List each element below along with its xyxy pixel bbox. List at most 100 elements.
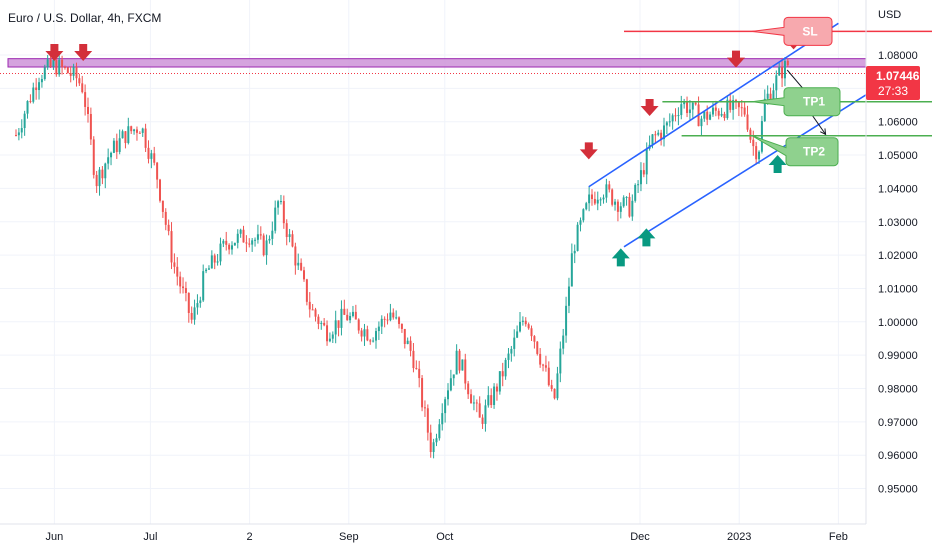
candle-body <box>726 99 729 119</box>
y-tick-label: 0.97000 <box>878 417 918 429</box>
candle-body <box>130 126 133 132</box>
candle-body <box>582 209 585 221</box>
candle-body <box>409 340 412 351</box>
y-tick-label: 0.95000 <box>878 484 918 496</box>
candle-body <box>631 200 634 217</box>
sell-arrow-icon <box>45 44 64 62</box>
candle-body <box>331 334 334 339</box>
candle-body <box>740 107 743 109</box>
candle-body <box>605 184 608 198</box>
callout-box <box>751 87 841 117</box>
candle-body <box>38 82 41 91</box>
candle-body <box>766 93 769 99</box>
candle-body <box>141 128 144 133</box>
candle-body <box>225 240 228 245</box>
candle-body <box>778 67 781 76</box>
candle-body <box>700 118 703 127</box>
x-tick-label: Oct <box>436 531 453 543</box>
candle-body <box>251 240 254 245</box>
candle-body <box>20 128 23 133</box>
candle-body <box>84 92 87 107</box>
candle-body <box>654 134 657 136</box>
x-tick-label: 2023 <box>727 531 751 543</box>
candle-body <box>279 201 282 203</box>
candle-body <box>622 197 625 207</box>
candle-body <box>717 110 720 116</box>
currency-label: USD <box>878 9 901 21</box>
candle-body <box>360 330 363 337</box>
candle-body <box>441 413 444 425</box>
sell-arrow-icon <box>640 99 659 117</box>
candle-body <box>680 104 683 116</box>
candle-body <box>61 59 64 67</box>
candle-body <box>133 129 136 132</box>
candle-body <box>596 199 599 204</box>
candle-body <box>98 169 101 187</box>
candle-body <box>663 125 665 140</box>
candle-body <box>723 113 726 119</box>
projection-arrow-head <box>820 128 827 136</box>
candle-body <box>207 268 210 270</box>
candle-body <box>190 312 193 320</box>
candle-body <box>536 341 539 354</box>
candle-body <box>737 101 740 108</box>
candle-body <box>219 243 222 262</box>
candle-body <box>752 139 755 147</box>
candle-body <box>242 229 245 243</box>
trade-labels: SL TP1 TP2 <box>751 16 841 167</box>
candle-body <box>112 140 115 153</box>
candle-body <box>625 196 628 198</box>
channel-lower-line <box>623 71 903 248</box>
candle-body <box>320 322 323 324</box>
candle-body <box>193 307 196 320</box>
candle-body <box>386 319 389 321</box>
candle-body <box>314 309 317 317</box>
candle-body <box>498 371 501 392</box>
candle-body <box>196 303 199 308</box>
candle-body <box>749 129 752 140</box>
candle-body <box>357 319 360 331</box>
candle-body <box>524 320 527 325</box>
y-tick-label: 1.04000 <box>878 183 918 195</box>
y-tick-label: 1.02000 <box>878 250 918 262</box>
candle-body <box>775 75 778 91</box>
y-tick-label: 0.96000 <box>878 450 918 462</box>
candle-body <box>179 276 182 287</box>
current-price-value: 1.07446 <box>876 69 920 83</box>
candle-body <box>305 279 308 302</box>
candle-body <box>101 169 104 179</box>
y-tick-label: 0.99000 <box>878 350 918 362</box>
candle-body <box>239 229 242 234</box>
candle-body <box>256 234 259 240</box>
candle-body <box>570 253 573 287</box>
candle-body <box>138 132 141 134</box>
x-tick-label: Jun <box>46 531 64 543</box>
candle-body <box>461 359 464 371</box>
candle-body <box>46 59 49 68</box>
time-axis[interactable]: JunJul2SepOctDec2023FebApr <box>46 531 932 543</box>
candle-body <box>608 184 611 190</box>
candle-body <box>395 317 398 319</box>
candle-body <box>769 93 772 101</box>
candle-body <box>118 138 121 152</box>
candle-body <box>87 106 89 114</box>
candle-body <box>380 318 383 327</box>
candle-body <box>490 395 493 406</box>
candle-body <box>323 322 326 326</box>
x-tick-label: Sep <box>339 531 359 543</box>
candle-body <box>550 385 553 389</box>
candle-body <box>294 246 297 266</box>
candle-body <box>17 132 20 136</box>
candle-body <box>372 340 375 342</box>
candle-body <box>544 365 547 368</box>
candle-body <box>366 329 369 341</box>
candle-body <box>495 386 498 392</box>
candle-body <box>43 67 46 80</box>
candle-body <box>81 83 84 93</box>
price-axis[interactable]: 1.080001.070001.060001.050001.040001.030… <box>878 50 918 496</box>
candle-body <box>688 109 691 113</box>
candle-body <box>539 353 542 365</box>
y-tick-label: 1.05000 <box>878 150 918 162</box>
candle-body <box>504 359 507 377</box>
